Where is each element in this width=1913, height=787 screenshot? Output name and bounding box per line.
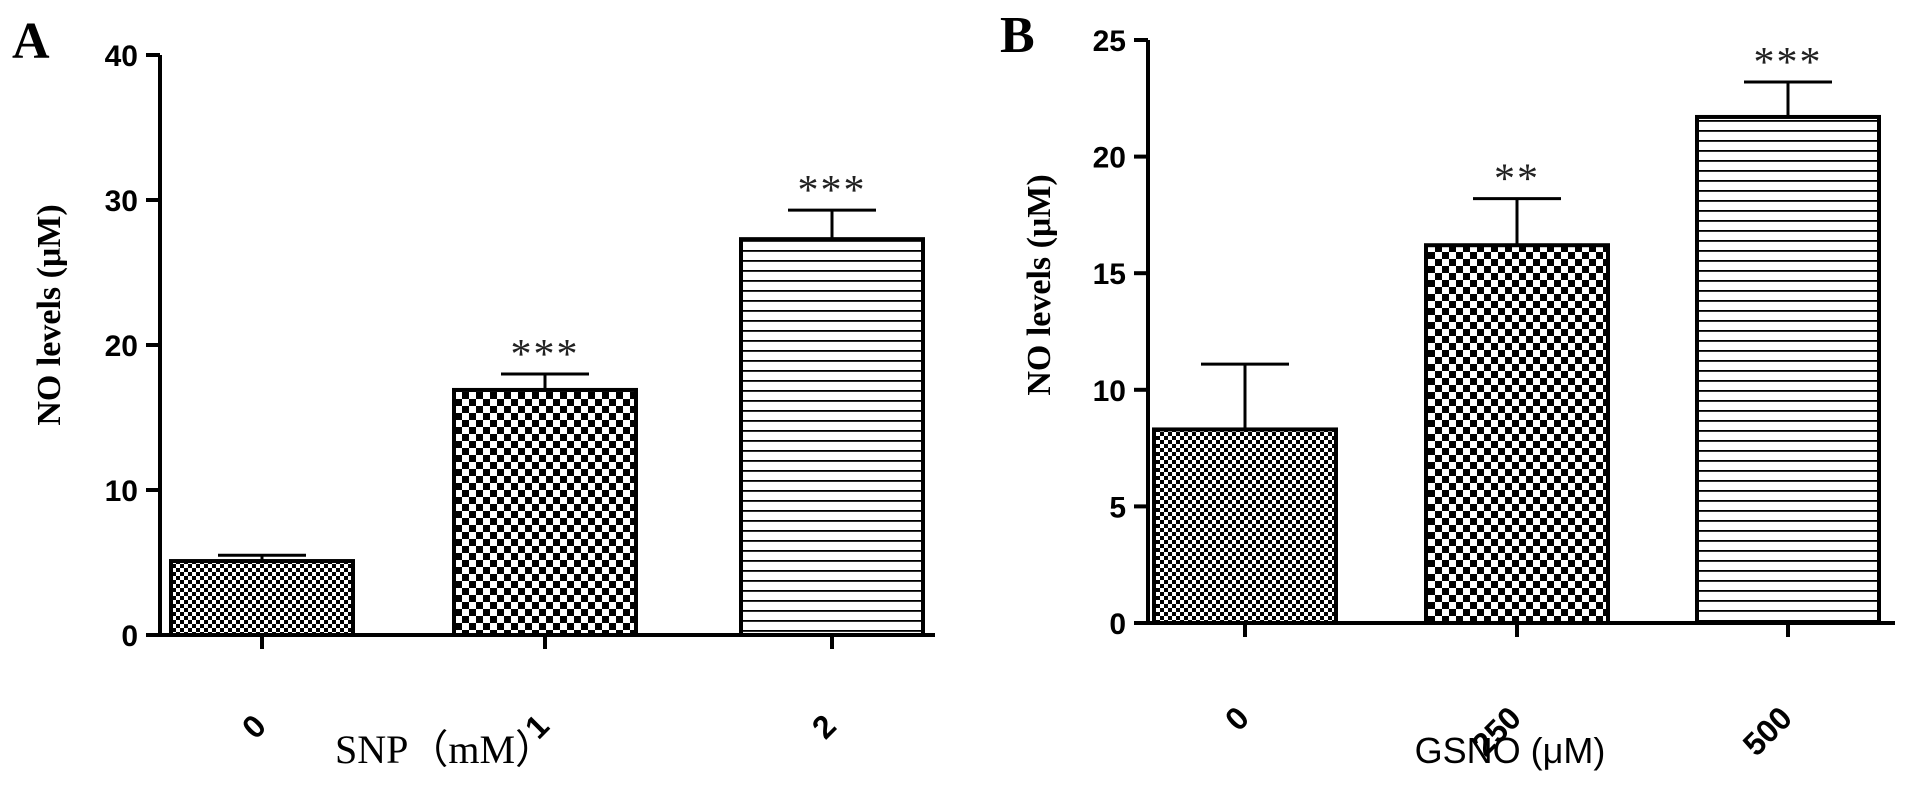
panel-b-ylabel: NO levels (μM) [1021,174,1058,395]
panel-b-bar-500 [1695,114,1881,626]
panel-b-x-tick-label: 0 [1218,699,1256,737]
panel-b-y-tick-label: 5 [1109,491,1126,524]
panel-b-xlabel: GSNO (μM) [1415,730,1606,771]
panel-a-ylabel-group: NO levels (μM) [31,204,68,425]
panel-a-y-tick-label: 20 [105,330,138,363]
panel-a-letter: A [12,13,50,70]
panel-a-y-tick-label: 40 [105,40,138,73]
panel-a-x-tick-label: 2 [805,707,843,745]
panel-a-x-tick-label: 0 [235,707,273,745]
panel-a-significance-label: *** [798,168,867,214]
panel-a-significance-label: *** [511,332,580,378]
panel-b-significance-label: *** [1754,40,1823,86]
panel-b-bar-250 [1424,243,1610,625]
panel-b-y-tick-label: 25 [1093,25,1126,58]
panel-b-ylabel-group: NO levels (μM) [1021,174,1058,395]
panel-b-y-tick-label: 0 [1109,608,1126,641]
panel-a-y-tick-label: 30 [105,185,138,218]
panel-b-x-tick-label: 500 [1736,699,1799,762]
panel-a-bar-2 [739,237,925,637]
panel-a-y-tick-label: 0 [121,620,138,653]
panel-a-ylabel: NO levels (μM) [31,204,68,425]
panel-b-y-tick-label: 20 [1093,142,1126,175]
panel-b-bar-0 [1152,427,1338,625]
panel-a-bar-0 [169,559,355,637]
panel-b-y-tick-label: 10 [1093,375,1126,408]
panel-a-xlabel: SNP（mM） [335,727,555,772]
panel-b-significance-label: ** [1494,157,1540,203]
panel-b-y-tick-label: 15 [1093,258,1126,291]
panel-a-y-tick-label: 10 [105,475,138,508]
panel-a-bar-1 [452,387,638,638]
panel-b-letter: B [1000,7,1035,64]
